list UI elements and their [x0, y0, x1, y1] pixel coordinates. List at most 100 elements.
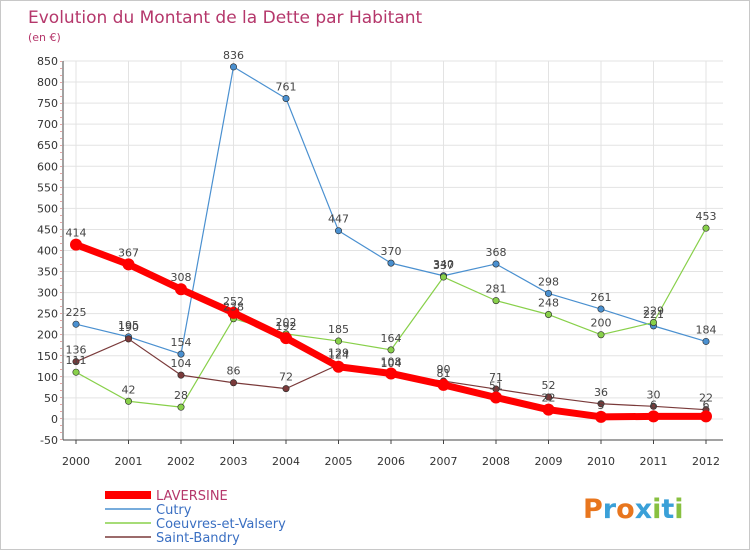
data-label: 248 — [538, 297, 559, 310]
y-tick-label: 450 — [37, 223, 58, 236]
series-layer — [70, 63, 712, 423]
y-tick-label: 200 — [37, 329, 58, 342]
data-label: 136 — [66, 344, 87, 357]
data-point — [125, 397, 133, 405]
x-tick-label: 2008 — [482, 455, 510, 468]
data-label: 51 — [489, 379, 503, 392]
data-label: 28 — [174, 389, 188, 402]
data-label: 190 — [118, 321, 139, 334]
x-tick-label: 2004 — [272, 455, 300, 468]
y-tick-label: 700 — [37, 118, 58, 131]
axes: -50 0 50 100 150 200 250 300 350 400 450 500 550 600 6… — [37, 55, 723, 468]
data-point — [700, 410, 712, 423]
chart-title: Evolution du Montant de la Dette par Hab… — [28, 8, 423, 28]
data-point — [177, 403, 185, 411]
data-label: 261 — [591, 291, 612, 304]
data-point — [542, 403, 555, 416]
data-label: 340 — [433, 258, 454, 271]
y-tick-label: 100 — [37, 371, 58, 384]
data-point — [177, 350, 185, 358]
y-tick-label: 350 — [37, 266, 58, 279]
legend-label: Coeuvres-et-Valsery — [156, 517, 286, 532]
data-label: 368 — [486, 246, 507, 259]
data-point — [387, 259, 395, 267]
data-label: 370 — [381, 245, 402, 258]
logo-letter: P — [583, 494, 603, 525]
data-point — [492, 260, 500, 268]
data-label: 225 — [66, 306, 87, 319]
data-label: 111 — [66, 354, 87, 367]
data-point — [175, 283, 187, 296]
data-point — [334, 337, 342, 345]
data-label: 5 — [598, 399, 605, 412]
logo-letter: x — [635, 494, 652, 525]
data-point — [125, 335, 133, 343]
logo-letter: i — [674, 494, 683, 525]
data-label: 836 — [223, 49, 244, 62]
logo-letter: t — [661, 494, 674, 525]
data-label: 104 — [381, 357, 402, 370]
data-point — [72, 358, 80, 366]
y-tick-label: 300 — [37, 287, 58, 300]
legend-label: LAVERSINE — [156, 489, 228, 504]
data-point — [595, 410, 607, 423]
data-label: 761 — [276, 80, 297, 93]
data-label: 414 — [66, 227, 87, 240]
x-tick-label: 2006 — [377, 455, 405, 468]
data-point — [230, 379, 238, 387]
data-point — [282, 94, 290, 102]
legend: LAVERSINECutryCoeuvres-et-ValserySaint-B… — [105, 489, 286, 546]
data-point — [439, 273, 447, 281]
data-point — [334, 227, 342, 235]
data-point — [385, 367, 397, 380]
y-tick-label: 600 — [37, 160, 58, 173]
data-point — [72, 320, 80, 328]
data-point — [282, 385, 290, 393]
proxiti-logo: Proxiti — [583, 494, 684, 525]
data-label: 22 — [542, 392, 556, 405]
y-tick-label: 50 — [44, 392, 58, 405]
data-label: 104 — [171, 357, 192, 370]
data-point — [70, 238, 82, 251]
data-label: 184 — [696, 323, 717, 336]
x-tick-label: 2000 — [62, 455, 90, 468]
data-label: 252 — [223, 295, 244, 308]
data-label: 71 — [489, 371, 503, 384]
x-tick-label: 2012 — [692, 455, 720, 468]
data-label: 108 — [381, 355, 402, 368]
data-point — [72, 368, 80, 376]
y-tick-label: 550 — [37, 181, 58, 194]
data-point — [597, 400, 605, 408]
data-label: 281 — [486, 283, 507, 296]
x-tick-label: 2009 — [535, 455, 563, 468]
y-tick-label: 650 — [37, 139, 58, 152]
data-label: 36 — [594, 386, 608, 399]
data-label: 164 — [381, 332, 402, 345]
data-point — [332, 360, 345, 373]
data-point — [227, 306, 240, 319]
data-label: 86 — [227, 365, 241, 378]
data-label: 453 — [696, 210, 717, 223]
data-point — [649, 319, 657, 327]
data-point — [544, 289, 552, 297]
data-label: 52 — [542, 379, 556, 392]
data-point — [122, 258, 135, 271]
data-label: 200 — [591, 317, 612, 330]
data-point — [490, 391, 502, 404]
data-point — [649, 402, 657, 410]
data-label: 42 — [122, 383, 136, 396]
data-label: 6 — [650, 398, 657, 411]
data-point — [230, 63, 238, 71]
data-point — [280, 332, 292, 345]
y-tick-label: 250 — [37, 308, 58, 321]
y-tick-label: 800 — [37, 76, 58, 89]
y-tick-label: 750 — [37, 97, 58, 110]
data-point — [387, 346, 395, 354]
data-label: 90 — [437, 363, 451, 376]
data-label: 185 — [328, 323, 349, 336]
data-point — [702, 337, 710, 345]
logo-letter: o — [616, 494, 635, 525]
